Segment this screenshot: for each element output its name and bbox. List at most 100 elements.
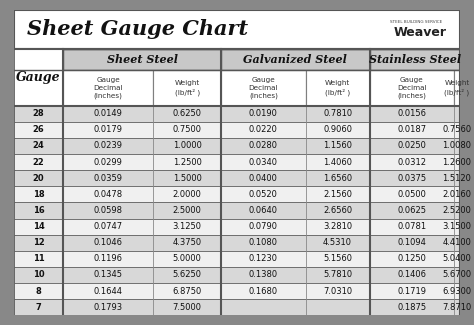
Text: 1.1560: 1.1560 [323, 141, 352, 150]
Text: 0.1345: 0.1345 [94, 270, 123, 280]
Bar [63, 49, 221, 70]
Text: Stainless Steel: Stainless Steel [369, 54, 461, 65]
Text: 1.0000: 1.0000 [173, 141, 201, 150]
Text: Sheet Steel: Sheet Steel [107, 54, 178, 65]
Text: 0.0500: 0.0500 [397, 190, 426, 199]
Text: Gauge
Decimal
(inches): Gauge Decimal (inches) [397, 76, 427, 99]
Text: 28: 28 [33, 109, 45, 118]
Bar [14, 218, 460, 235]
Text: 0.0156: 0.0156 [397, 109, 426, 118]
Text: STEEL BUILDING SERVICE: STEEL BUILDING SERVICE [390, 20, 442, 24]
Text: 4.3750: 4.3750 [173, 238, 202, 247]
Text: 0.0781: 0.0781 [397, 222, 427, 231]
Text: 0.0220: 0.0220 [249, 125, 278, 134]
Text: 0.1230: 0.1230 [249, 254, 278, 263]
Text: 0.1250: 0.1250 [397, 254, 426, 263]
Text: 26: 26 [33, 125, 45, 134]
Text: 5.7810: 5.7810 [323, 270, 352, 280]
Text: Weight
(lb/ft² ): Weight (lb/ft² ) [444, 80, 470, 96]
Text: 2.0000: 2.0000 [173, 190, 201, 199]
Text: 2.0160: 2.0160 [442, 190, 472, 199]
Text: 1.5120: 1.5120 [443, 174, 472, 183]
Text: 1.0080: 1.0080 [442, 141, 472, 150]
Bar [14, 235, 460, 251]
Text: 0.0190: 0.0190 [249, 109, 278, 118]
Bar [14, 122, 460, 138]
Bar [14, 299, 460, 315]
Text: 22: 22 [33, 158, 45, 167]
Text: 10: 10 [33, 270, 45, 280]
Text: 14: 14 [33, 222, 45, 231]
Text: 2.5200: 2.5200 [443, 206, 472, 215]
Text: 0.1094: 0.1094 [397, 238, 426, 247]
Bar [14, 186, 460, 202]
Text: 0.0598: 0.0598 [94, 206, 123, 215]
Text: 1.6560: 1.6560 [323, 174, 352, 183]
Text: Weight
(lb/ft² ): Weight (lb/ft² ) [325, 80, 350, 96]
Text: 12: 12 [33, 238, 45, 247]
Bar [14, 267, 460, 283]
Text: 0.9060: 0.9060 [323, 125, 352, 134]
Text: 24: 24 [33, 141, 45, 150]
Bar [14, 138, 460, 154]
Text: 20: 20 [33, 174, 45, 183]
Bar [370, 49, 460, 70]
Text: 2.6560: 2.6560 [323, 206, 352, 215]
Text: Gauge
Decimal
(inches): Gauge Decimal (inches) [93, 76, 123, 99]
Text: 0.0400: 0.0400 [249, 174, 278, 183]
Text: 8: 8 [36, 287, 42, 295]
Text: 5.0400: 5.0400 [443, 254, 472, 263]
Text: 16: 16 [33, 206, 45, 215]
Text: 5.0000: 5.0000 [173, 254, 201, 263]
Bar [14, 154, 460, 170]
Bar [221, 70, 306, 106]
Text: 0.1380: 0.1380 [249, 270, 278, 280]
Text: 0.1719: 0.1719 [397, 287, 426, 295]
Text: 0.0625: 0.0625 [397, 206, 426, 215]
Text: 6.8750: 6.8750 [173, 287, 202, 295]
Text: 0.1196: 0.1196 [94, 254, 123, 263]
Text: 0.0299: 0.0299 [94, 158, 123, 167]
Bar [14, 49, 63, 106]
Text: 0.1644: 0.1644 [94, 287, 123, 295]
Text: 1.4060: 1.4060 [323, 158, 352, 167]
Text: 0.1080: 0.1080 [249, 238, 278, 247]
Text: 3.1500: 3.1500 [442, 222, 472, 231]
Text: 0.0149: 0.0149 [94, 109, 123, 118]
Bar [14, 202, 460, 218]
Text: 0.0250: 0.0250 [397, 141, 426, 150]
Text: 1.2600: 1.2600 [442, 158, 472, 167]
Text: 0.0312: 0.0312 [397, 158, 426, 167]
Text: 4.4100: 4.4100 [443, 238, 472, 247]
Text: 11: 11 [33, 254, 45, 263]
Bar [14, 10, 460, 49]
Text: Gauge
Decimal
(inches): Gauge Decimal (inches) [248, 76, 278, 99]
Bar [14, 170, 460, 186]
Text: 0.0520: 0.0520 [249, 190, 278, 199]
Bar [370, 70, 454, 106]
Text: 0.7500: 0.7500 [173, 125, 201, 134]
Text: 2.5000: 2.5000 [173, 206, 201, 215]
Text: 0.0478: 0.0478 [94, 190, 123, 199]
Text: 6.9300: 6.9300 [442, 287, 472, 295]
Text: 7.5000: 7.5000 [173, 303, 201, 312]
Text: 0.1680: 0.1680 [249, 287, 278, 295]
Text: 5.1560: 5.1560 [323, 254, 352, 263]
Text: Sheet Gauge Chart: Sheet Gauge Chart [27, 20, 248, 40]
Text: 0.1046: 0.1046 [94, 238, 123, 247]
Text: 0.1406: 0.1406 [397, 270, 426, 280]
Text: 0.7560: 0.7560 [442, 125, 472, 134]
Text: 1.2500: 1.2500 [173, 158, 201, 167]
Bar [154, 70, 221, 106]
Bar [14, 283, 460, 299]
Text: 0.0359: 0.0359 [94, 174, 123, 183]
Text: 0.0179: 0.0179 [94, 125, 123, 134]
Text: 3.2810: 3.2810 [323, 222, 352, 231]
Text: 0.0280: 0.0280 [249, 141, 278, 150]
Bar [221, 49, 370, 70]
Text: 7.0310: 7.0310 [323, 287, 352, 295]
Text: 0.0747: 0.0747 [94, 222, 123, 231]
Text: 0.0790: 0.0790 [249, 222, 278, 231]
Bar [63, 70, 154, 106]
Bar [14, 106, 460, 122]
